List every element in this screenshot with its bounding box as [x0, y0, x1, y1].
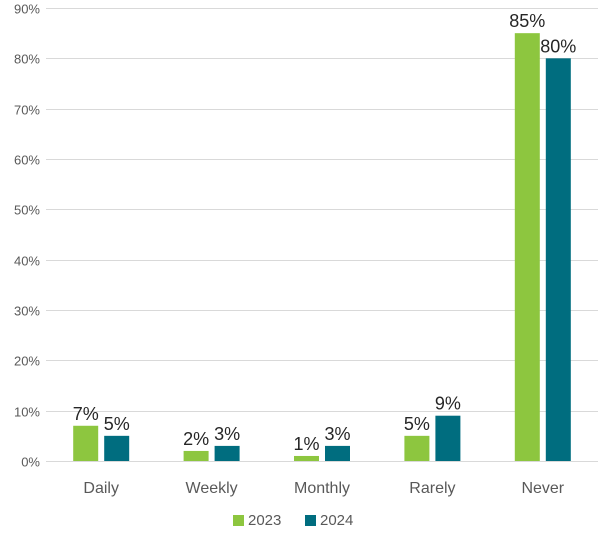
- legend: 2023 2024: [233, 512, 353, 529]
- y-tick-label: 50%: [14, 203, 40, 218]
- data-label: 80%: [540, 36, 576, 56]
- bar-2023-rarely: [404, 435, 430, 461]
- x-tick-label: Weekly: [186, 480, 238, 497]
- data-label: 3%: [214, 424, 240, 444]
- bar-2024-monthly: [325, 445, 350, 461]
- data-label: 9%: [435, 394, 461, 414]
- data-label: 3%: [324, 424, 350, 444]
- x-tick-label: Never: [521, 480, 564, 497]
- x-tick-label: Monthly: [294, 480, 350, 497]
- bar-2024-rarely: [435, 415, 461, 461]
- bars: [73, 33, 571, 462]
- bar-2023-never: [514, 33, 540, 462]
- legend-label: 2023: [248, 512, 281, 529]
- y-tick-label: 0%: [21, 455, 40, 470]
- data-label: 1%: [293, 434, 319, 454]
- y-tick-label: 90%: [14, 2, 40, 17]
- data-labels: 7%5%2% 3%1%3%5%9%85%80%: [73, 11, 577, 454]
- y-tick-label: 10%: [14, 405, 40, 420]
- data-label: 2%: [183, 429, 209, 449]
- bar-2023-weekly: [183, 450, 209, 461]
- x-axis-ticks: Daily Weekly Monthly Rarely Never: [83, 480, 564, 497]
- bar-2024-weekly: [214, 445, 240, 461]
- y-tick-label: 20%: [14, 354, 40, 369]
- legend-swatch: [233, 515, 244, 526]
- y-tick-label: 60%: [14, 153, 40, 168]
- bar-2023-monthly: [294, 455, 319, 461]
- x-tick-label: Daily: [83, 480, 119, 497]
- y-tick-label: 80%: [14, 52, 40, 67]
- x-tick-label: Rarely: [409, 480, 455, 497]
- data-label: 85%: [509, 11, 545, 31]
- y-tick-label: 40%: [14, 254, 40, 269]
- y-tick-label: 70%: [14, 103, 40, 118]
- y-axis-ticks: 0% 10% 20% 30% 40% 50% 60% 70% 80% 90%: [14, 2, 40, 470]
- bar-2024-daily: [104, 435, 130, 461]
- data-label: 5%: [404, 414, 430, 434]
- y-tick-label: 30%: [14, 304, 40, 319]
- legend-label: 2024: [320, 512, 353, 529]
- data-label: 7%: [73, 404, 99, 424]
- legend-swatch: [305, 515, 316, 526]
- data-label: 5%: [104, 414, 130, 434]
- bar-2024-never: [545, 58, 571, 461]
- bar-2023-daily: [73, 425, 99, 461]
- gridlines: [46, 8, 598, 462]
